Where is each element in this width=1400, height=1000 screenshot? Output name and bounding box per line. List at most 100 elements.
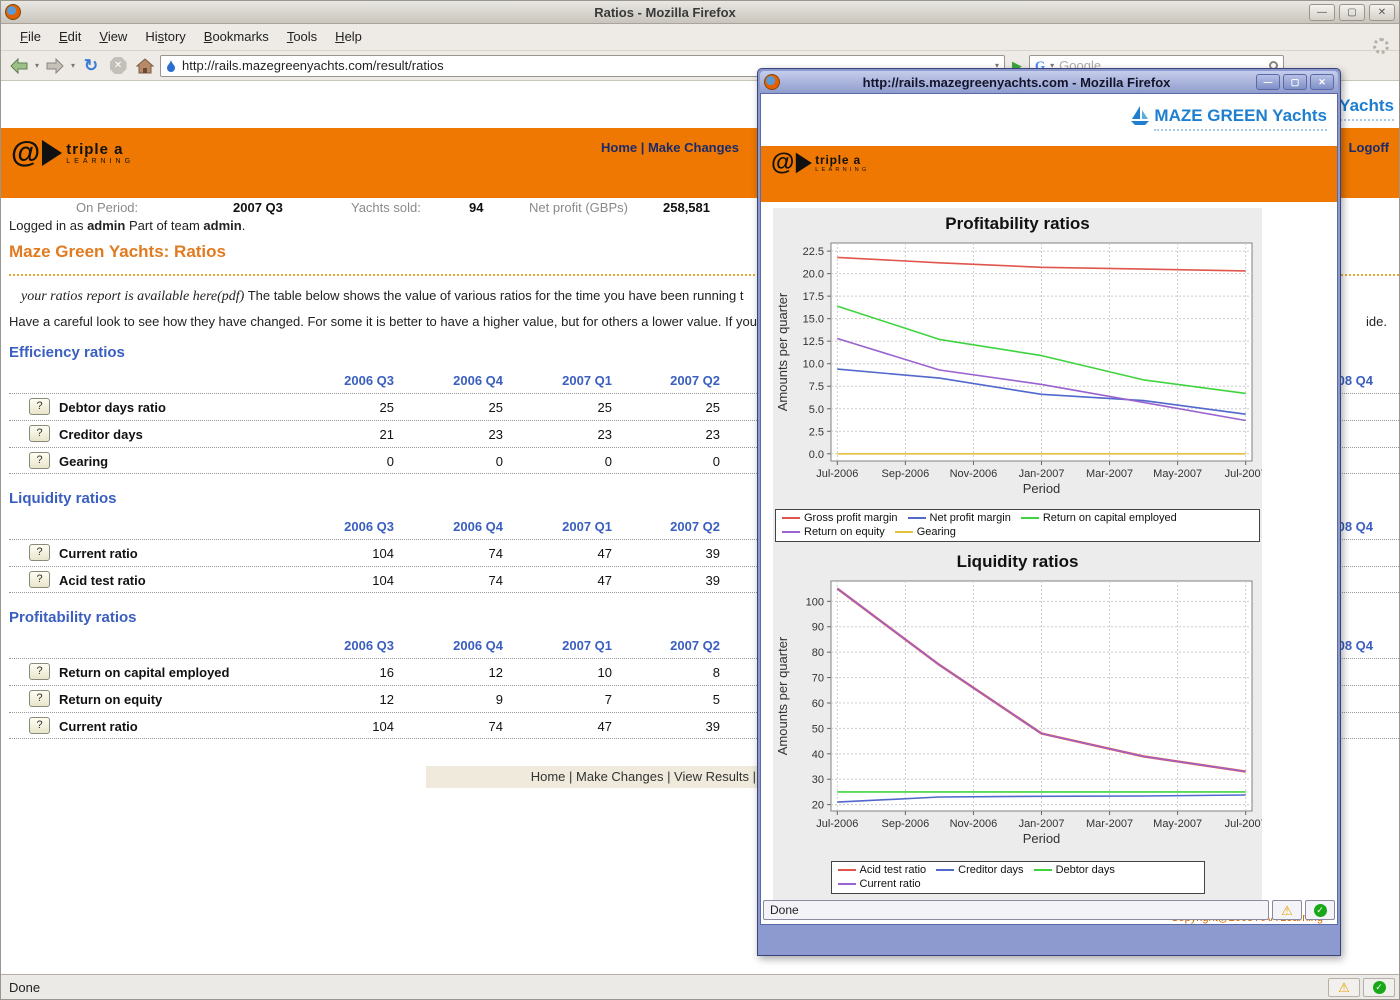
x-axis-label: Period xyxy=(1023,831,1061,846)
stop-icon: ✕ xyxy=(109,57,127,74)
ratio-table: 2006 Q3 2006 Q4 2007 Q1 2007 Q2 2008 Q4? Curr… xyxy=(9,513,1399,593)
table-row: ? Current ratio 104 74 47 39 xyxy=(9,712,1399,739)
cell-value: 23 xyxy=(488,427,503,442)
help-button[interactable]: ? xyxy=(29,452,50,469)
maximize-button[interactable]: ▢ xyxy=(1339,3,1365,21)
back-dropdown-icon[interactable]: ▾ xyxy=(35,61,40,70)
menu-tools[interactable]: Tools xyxy=(286,29,318,44)
cell-value: 9 xyxy=(495,692,503,707)
legend-item: Net profit margin xyxy=(907,512,1011,524)
series-line-gross-profit-margin xyxy=(837,256,1246,272)
intro-paragraph: your ratios report is available here(pdf… xyxy=(21,288,744,304)
security-warning-button[interactable]: ⚠ xyxy=(1328,978,1360,997)
y-axis-label: Amounts per quarter xyxy=(775,292,790,411)
help-button[interactable]: ? xyxy=(29,663,50,680)
popup-maximize-button[interactable]: ▢ xyxy=(1283,74,1307,90)
go-button[interactable]: ▶ xyxy=(1012,57,1023,73)
popup-minimize-button[interactable]: — xyxy=(1256,74,1280,90)
back-button[interactable] xyxy=(7,54,31,78)
popup-content: MAZE GREEN Yachts @ triple a LEARNING Pr… xyxy=(760,93,1338,925)
reload-button[interactable]: ↻ xyxy=(79,54,103,78)
legend-label: Net profit margin xyxy=(929,512,1011,524)
menu-bookmarks[interactable]: Bookmarks xyxy=(203,29,269,44)
cell-value: 10 xyxy=(597,665,612,680)
row-label: Current ratio xyxy=(59,719,138,734)
site-favicon xyxy=(167,59,176,72)
close-button[interactable]: ✕ xyxy=(1369,3,1395,21)
popup-security-warning-button[interactable]: ⚠ xyxy=(1272,900,1302,920)
column-header: 2007 Q1 xyxy=(562,373,612,388)
home-button[interactable] xyxy=(133,54,157,78)
popup-status-ok-button[interactable]: ✓ xyxy=(1305,900,1335,920)
row-label: Return on equity xyxy=(59,692,163,707)
main-titlebar[interactable]: Ratios - Mozilla Firefox — ▢ ✕ xyxy=(1,1,1399,24)
menu-history[interactable]: History xyxy=(145,29,186,44)
help-button[interactable]: ? xyxy=(29,717,50,734)
column-header: 2006 Q3 xyxy=(344,638,394,653)
cell-value: 23 xyxy=(597,427,612,442)
menu-view[interactable]: View xyxy=(99,29,128,44)
x-tick-label: May-2007 xyxy=(1153,468,1202,480)
series-line-current-ratio xyxy=(836,588,1246,773)
help-button[interactable]: ? xyxy=(29,398,50,415)
popup-titlebar[interactable]: http://rails.mazegreenyachts.com - Mozil… xyxy=(760,71,1338,93)
search-engine-dropdown-icon[interactable]: ▾ xyxy=(1050,61,1055,70)
cell-value: 74 xyxy=(488,546,503,561)
url-text[interactable]: http://rails.mazegreenyachts.com/result/… xyxy=(182,58,444,73)
status-ok-button[interactable]: ✓ xyxy=(1363,978,1395,997)
x-tick-label: Jul-2006 xyxy=(816,468,858,480)
help-button[interactable]: ? xyxy=(29,690,50,707)
table-header-row: 2006 Q3 2006 Q4 2007 Q1 2007 Q2 2008 Q4 xyxy=(9,632,1399,658)
plot-area xyxy=(830,580,1253,812)
series-line-return-on-capital-employed xyxy=(837,305,1246,395)
home-icon xyxy=(135,57,155,73)
popup-triple-a-logo: @ triple a LEARNING xyxy=(771,149,870,176)
chart1-title: Profitability ratios xyxy=(945,214,1090,233)
cell-value: 39 xyxy=(705,719,720,734)
x-axis-label: Period xyxy=(1023,481,1061,496)
column-header: 2007 Q2 xyxy=(670,373,720,388)
logo-word: triple a xyxy=(66,141,124,158)
google-logo-icon[interactable]: G xyxy=(1035,57,1046,73)
table-row: ? Return on capital employed 16 12 10 8 xyxy=(9,658,1399,685)
menu-file[interactable]: File xyxy=(20,29,41,44)
help-button[interactable]: ? xyxy=(29,425,50,442)
table-header-row: 2006 Q3 2006 Q4 2007 Q1 2007 Q2 2008 Q4 xyxy=(9,513,1399,539)
forward-dropdown-icon[interactable]: ▾ xyxy=(71,61,76,70)
help-button[interactable]: ? xyxy=(29,571,50,588)
column-header: 2006 Q4 xyxy=(453,519,503,534)
legend-swatch-icon xyxy=(894,531,913,533)
cell-value: 47 xyxy=(597,573,612,588)
chart-panel: Profitability ratios 0.0 2.5 5.0 7.5 10.0 12.… xyxy=(773,208,1267,902)
minimize-button[interactable]: — xyxy=(1309,3,1335,21)
row-label: Acid test ratio xyxy=(59,573,146,588)
popup-window-title: http://rails.mazegreenyachts.com - Mozil… xyxy=(862,74,1171,90)
help-button[interactable]: ? xyxy=(29,544,50,561)
legend-label: Acid test ratio xyxy=(859,864,927,876)
menu-help[interactable]: Help xyxy=(335,29,362,44)
popup-close-button[interactable]: ✕ xyxy=(1310,74,1334,90)
cell-value: 21 xyxy=(379,427,394,442)
legend-item: Gearing xyxy=(894,526,956,538)
y-tick-label: 20 xyxy=(812,800,824,812)
y-tick-label: 50 xyxy=(812,723,824,735)
chart2-title: Liquidity ratios xyxy=(956,552,1079,571)
x-tick-label: Jan-2007 xyxy=(1019,468,1065,480)
profitability-chart: 0.0 2.5 5.0 7.5 10.0 12.5 15.0 17.5 20.0 22.5 Jul-… xyxy=(775,242,1267,496)
x-tick-label: Mar-2007 xyxy=(1086,468,1133,480)
popup-page-header: MAZE GREEN Yachts xyxy=(761,94,1337,146)
check-icon: ✓ xyxy=(1372,981,1386,994)
url-dropdown-icon[interactable]: ▾ xyxy=(995,61,1000,70)
page-title: Maze Green Yachts: Ratios xyxy=(9,242,226,261)
report-link[interactable]: your ratios report is available here(pdf… xyxy=(21,289,245,304)
legend-item: Current ratio xyxy=(837,878,921,890)
cell-value: 74 xyxy=(488,573,503,588)
stop-button[interactable]: ✕ xyxy=(106,54,130,78)
popup-warning-icon: ⚠ xyxy=(1281,902,1293,918)
banner-nav-left[interactable]: Home | Make Changes xyxy=(601,140,740,155)
menu-edit[interactable]: Edit xyxy=(58,29,82,44)
forward-button[interactable] xyxy=(43,54,67,78)
row-label: Return on capital employed xyxy=(59,665,230,680)
logoff-link[interactable]: Logoff xyxy=(1348,140,1389,155)
cell-value: 8 xyxy=(712,665,720,680)
